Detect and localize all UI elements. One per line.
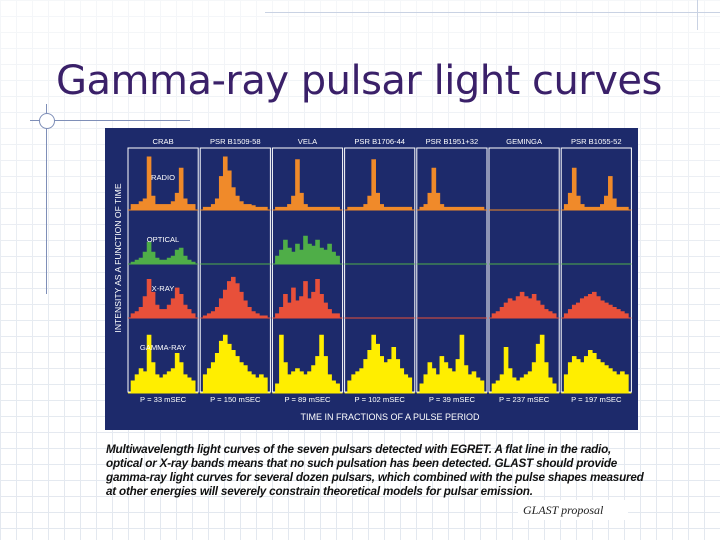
panel-frame — [127, 147, 199, 393]
x-axis-label: TIME IN FRACTIONS OF A PULSE PERIOD — [300, 412, 480, 422]
pulsar-panel: PSR B1951+32 P = 39 mSEC — [416, 137, 488, 404]
light-curves-figure: INTENSITY AS A FUNCTION OF TIME CRAB P = … — [105, 128, 638, 430]
pulsar-period: P = 237 mSEC — [499, 395, 550, 404]
light-curve-gamma — [202, 334, 268, 394]
light-curve-xray — [130, 279, 196, 319]
pulsar-name: PSR B1055-52 — [571, 137, 622, 146]
credit-background — [518, 500, 628, 520]
light-curve-optical — [130, 241, 196, 265]
pulsar-name: PSR B1509-58 — [210, 137, 261, 146]
light-curve-gamma — [563, 350, 629, 394]
light-curve-radio — [347, 159, 413, 211]
figure-caption: Multiwavelength light curves of the seve… — [106, 443, 644, 498]
band-label-xray: X-RAY — [152, 284, 175, 293]
pulsar-panel: PSR B1509-58 P = 150 mSEC — [199, 137, 271, 404]
title-underline — [30, 120, 190, 121]
light-curve-gamma — [419, 334, 485, 394]
light-curve-xray — [202, 276, 268, 319]
slide-title: Gamma-ray pulsar light curves — [56, 58, 662, 104]
pulsar-name: GEMINGA — [506, 137, 543, 146]
pulsar-panel: VELA P = 89 mSEC — [271, 137, 344, 404]
panel-frame — [416, 147, 488, 393]
light-curve-radio — [130, 156, 196, 211]
slide-corner-line-vertical — [697, 0, 698, 30]
source-credit: GLAST proposal — [523, 503, 604, 517]
light-curves-svg: INTENSITY AS A FUNCTION OF TIME CRAB P = … — [113, 137, 632, 422]
pulsar-panel: PSR B1055-52 P = 197 mSEC — [560, 137, 632, 404]
pulsar-panel: PSR B1706-44 P = 102 mSEC — [344, 137, 416, 404]
pulsar-panel: CRAB P = 33 mSEC — [127, 137, 199, 404]
light-curve-radio — [202, 156, 268, 211]
light-curve-gamma — [491, 334, 557, 394]
light-curve-gamma — [130, 334, 196, 394]
slide-corner-line — [265, 12, 720, 13]
band-label-gamma: GAMMA-RAY — [140, 343, 186, 352]
pulsar-name: PSR B1951+32 — [426, 137, 479, 146]
light-curve-gamma — [275, 334, 340, 394]
y-axis-label: INTENSITY AS A FUNCTION OF TIME — [113, 183, 123, 332]
light-curve-radio — [419, 167, 485, 211]
pulsar-period: P = 150 mSEC — [210, 395, 261, 404]
pulsar-name: VELA — [298, 137, 318, 146]
pulsar-panels: CRAB P = 33 mSEC PSR B1509-58 P = 150 mSEC V… — [127, 137, 632, 404]
pulsar-name: CRAB — [153, 137, 174, 146]
panel-frame — [488, 147, 560, 393]
light-curve-xray — [491, 291, 557, 319]
pulsar-name: PSR B1706-44 — [354, 137, 405, 146]
pulsar-panel: GEMINGA P = 237 mSEC — [488, 137, 560, 404]
light-curve-radio — [563, 167, 629, 211]
pulsar-period: P = 89 mSEC — [284, 395, 331, 404]
light-curve-optical — [275, 235, 340, 265]
vertical-accent-rule — [46, 104, 47, 294]
pulsar-period: P = 39 mSEC — [429, 395, 476, 404]
pulsar-period: P = 33 mSEC — [140, 395, 187, 404]
band-label-optical: OPTICAL — [147, 235, 180, 244]
light-curve-radio — [275, 159, 340, 211]
band-label-radio: RADIO — [151, 173, 175, 182]
y-axis-label-group: INTENSITY AS A FUNCTION OF TIME — [113, 183, 123, 332]
pulsar-period: P = 102 mSEC — [355, 395, 406, 404]
rule-circle-ornament — [39, 113, 55, 129]
light-curve-xray — [563, 291, 629, 319]
light-curve-gamma — [347, 334, 413, 394]
pulsar-period: P = 197 mSEC — [571, 395, 622, 404]
light-curve-xray — [275, 279, 340, 319]
